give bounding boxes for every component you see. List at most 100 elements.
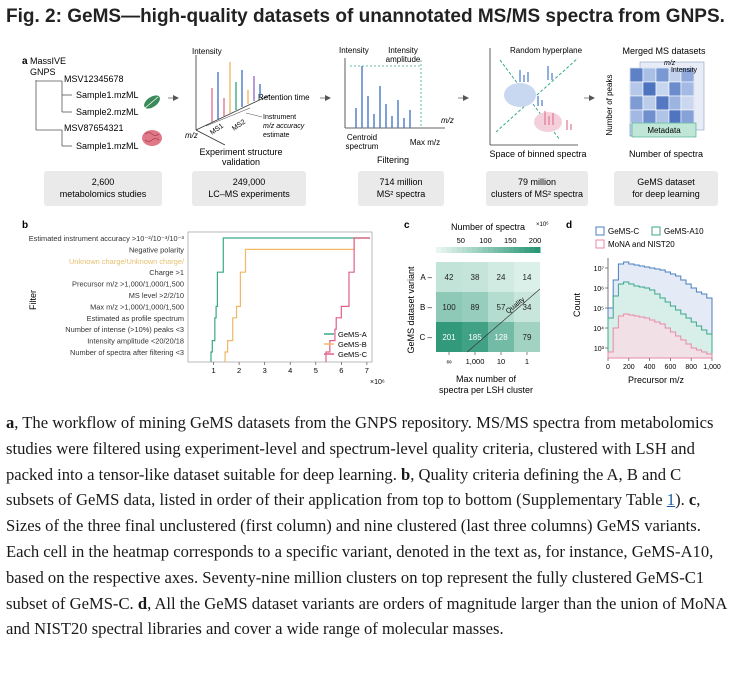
d-legend-swatch: [595, 239, 605, 249]
c-cell: [436, 262, 462, 292]
axis-number-of-spectra: Number of spectra: [629, 149, 703, 159]
b-filter-label: Negative polarity: [129, 245, 184, 254]
d-y-tick-label: 10⁶: [593, 286, 604, 293]
c-top-label: Number of spectra: [451, 222, 525, 232]
c-col-label: 1,000: [466, 357, 485, 366]
d-legend-swatch: [595, 226, 605, 236]
b-legend-label: GeMS-A: [338, 330, 367, 339]
d-legend-swatch: [651, 226, 661, 236]
centroid-label: Centroid: [347, 133, 377, 142]
binned-spectra-plot: Random hyperplane Space of binned spectr…: [489, 46, 586, 159]
brain-icon: [142, 130, 162, 146]
panel-c-letter: c: [404, 220, 410, 231]
d-x-tick-label: 400: [644, 364, 656, 371]
panel-c: c Number of spectra ×10⁶ GeMS dataset va…: [404, 220, 549, 395]
c-cell-value: 14: [523, 273, 532, 282]
b-filter-label: Estimated instrument accuracy >10⁻²/10⁻³…: [29, 234, 185, 243]
c-heatmap: 50 100 150 200 A – 42 38 24 14 B – 100 89 57 34 C – 201…: [420, 236, 542, 366]
b-x-tick-label: 4: [288, 366, 292, 375]
supplementary-table-link[interactable]: 1: [666, 490, 676, 510]
b-series-line: [325, 237, 370, 362]
tree-item: MSV87654321: [64, 123, 124, 133]
b-ylabel: Filter: [28, 290, 38, 310]
c-colorbar-segment: [514, 247, 520, 253]
c-cell: [462, 292, 488, 322]
tree-lines: [35, 80, 72, 147]
d-y-tick-label: 10³: [594, 346, 605, 353]
d-series-area: [607, 313, 713, 359]
c-colorbar-segment: [498, 247, 505, 253]
c-cell-value: 89: [471, 303, 480, 312]
b-series-line: [224, 237, 370, 362]
c-cell-value: 79: [523, 333, 532, 342]
c-col-label: 1: [525, 357, 529, 366]
c-quality-arrow: [466, 288, 541, 353]
step-caption: Space of binned spectra: [489, 149, 586, 159]
c-xlabel: Max number of: [456, 374, 517, 384]
tree-item: Sample2.mzML: [76, 107, 139, 117]
c-colorbar-segment: [456, 247, 463, 253]
merged-title: Merged MS datasets: [622, 46, 706, 56]
b-x-tick-label: 1: [211, 366, 215, 375]
panel-b-letter: b: [22, 220, 28, 231]
centroid-label: spectrum: [346, 142, 379, 151]
d-y-tick-label: 10⁵: [593, 306, 604, 313]
c-row-label: A –: [420, 273, 432, 282]
caption-text-c: , Sizes of the three final unclustered (…: [6, 490, 714, 613]
stat-value: 2,600: [92, 177, 115, 187]
c-top-exponent: ×10⁶: [536, 221, 549, 228]
axis-intensity: Intensity: [192, 47, 222, 56]
stat-label: metabolomics studies: [60, 189, 147, 199]
d-x-tick-label: 200: [623, 364, 635, 371]
panel-d: d GeMS-C GeMS-A10 MoNA and NIST20 Count …: [566, 220, 721, 385]
merged-datasets-plot: Merged MS datasets Number of peaks m/z I…: [605, 46, 706, 159]
c-cell: [514, 322, 540, 352]
b-filter-label: Number of intense (>10%) peaks <3: [65, 325, 184, 334]
figure-svg: a MassIVE GNPS MSV12345678 Sample1.mzML …: [22, 46, 721, 395]
axis-mz: m/z: [441, 116, 454, 125]
stat-value: 249,000: [233, 177, 266, 187]
caption-text-b: , Quality criteria defining the A, B and…: [6, 464, 682, 510]
step-caption: Experiment structure: [199, 147, 282, 157]
c-cell: [514, 262, 540, 292]
stat-label: LC–MS experiments: [208, 189, 290, 199]
c-colorbar-segment: [482, 247, 489, 253]
axis-intensity: Intensity: [339, 46, 369, 55]
tree-root-massive: MassIVE: [30, 56, 66, 66]
c-cell-value: 24: [497, 273, 506, 282]
d-x-tick-label: 1,000: [703, 364, 721, 371]
stat-boxes: 2,600 metabolomics studies 249,000 LC–MS…: [44, 171, 718, 206]
tensor-intensity: Intensity: [671, 67, 698, 74]
amplitude-label: amplitude: [386, 55, 421, 64]
c-colorbar-segment: [451, 247, 458, 253]
stat-value: GeMS dataset: [637, 177, 695, 187]
hyperplane-label: Random hyperplane: [510, 46, 583, 55]
stat-label: MS² spectra: [377, 189, 426, 199]
caption-letter-c: c: [688, 490, 697, 510]
c-cell-value: 57: [497, 303, 506, 312]
c-cell: [488, 262, 514, 292]
c-ylabel: GeMS dataset variant: [406, 266, 416, 354]
b-filter-labels: Estimated instrument accuracy >10⁻²/10⁻³…: [29, 234, 185, 357]
c-cell: [514, 292, 540, 322]
c-row-label: B –: [420, 303, 433, 312]
caption-text-d: , All the GeMS dataset variants are orde…: [6, 593, 727, 639]
c-col-label: 10: [497, 357, 505, 366]
c-cell: [462, 262, 488, 292]
c-cell: [462, 322, 488, 352]
b-filter-label: Number of spectra after filtering <3: [70, 348, 184, 357]
figure-caption: a, The workflow of mining GeMS datasets …: [6, 410, 730, 642]
c-colorbar-segment: [436, 247, 442, 253]
b-filter-label: Precursor m/z >1,000/1,000/1,500: [72, 280, 184, 289]
b-filter-label: MS level >2/2/10: [129, 291, 184, 300]
note-estimate: estimate: [263, 132, 290, 139]
d-legend-label: MoNA and NIST20: [608, 240, 675, 249]
d-y-tick-label: 10⁴: [593, 326, 604, 333]
caption-letter-a: a: [6, 413, 15, 432]
c-colorbar-segment: [441, 247, 447, 253]
b-filter-label: Estimated as profile spectrum: [87, 314, 184, 323]
filtering-plot: Intensity Intensity amplitude m/z Centro…: [339, 46, 454, 165]
c-colorbar-segment: [467, 247, 473, 253]
figure-title: Fig. 2: GeMS—high-quality datasets of un…: [6, 6, 725, 27]
